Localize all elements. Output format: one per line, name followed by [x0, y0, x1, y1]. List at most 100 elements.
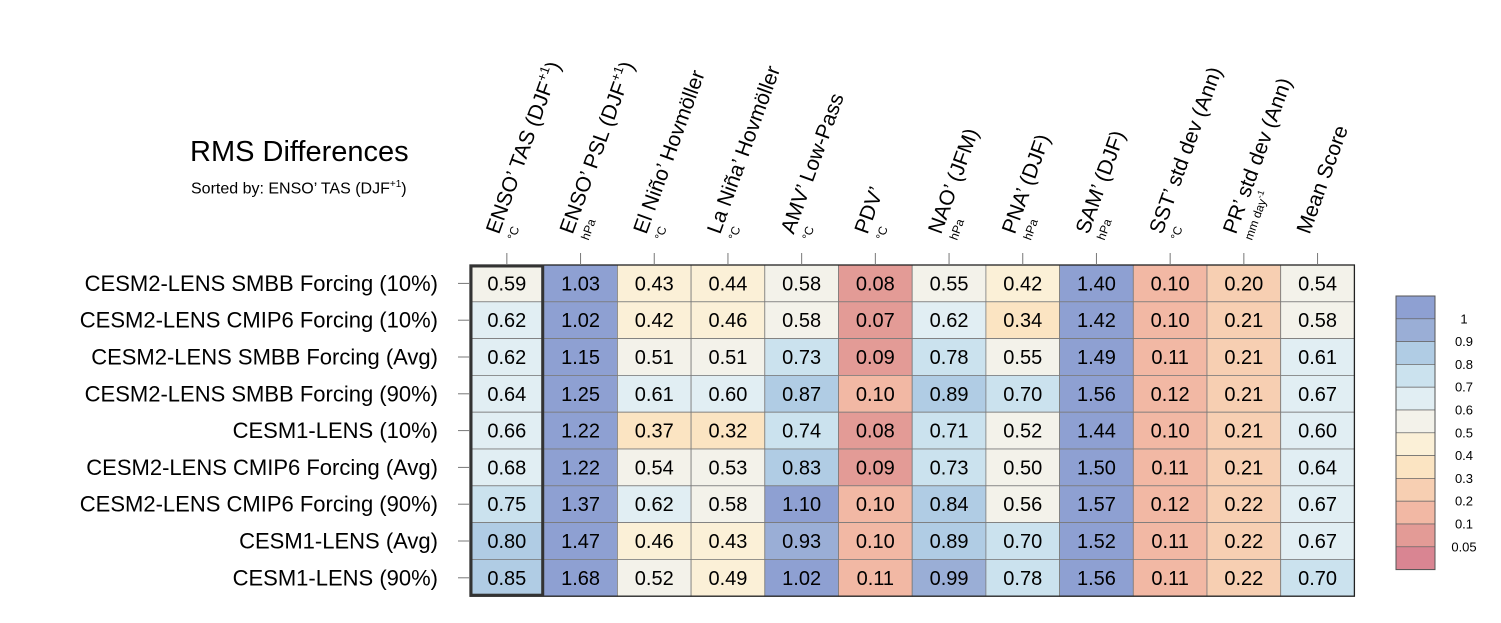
cell-value: 0.70 [1298, 568, 1337, 590]
cell-value: 0.10 [856, 494, 895, 516]
heatmap-cell [469, 485, 545, 523]
cell-value: 1.47 [561, 531, 600, 553]
heatmap-cell [911, 485, 987, 523]
colorbar-swatch [1395, 432, 1436, 456]
cell-value: 0.55 [930, 273, 969, 295]
cell-value: 0.54 [1298, 273, 1337, 295]
heatmap-cell [1132, 522, 1208, 560]
cell-value: 0.21 [1224, 310, 1263, 332]
cell-value: 1.02 [782, 568, 821, 590]
cell-value: 0.49 [708, 568, 747, 590]
heatmap-cell [1059, 264, 1134, 303]
colorbar-swatch [1395, 478, 1436, 502]
column-unit: °C [726, 224, 744, 242]
heatmap-cell [617, 559, 692, 597]
cell-value: 0.11 [1151, 347, 1188, 369]
colorbar-label: 0.4 [1455, 448, 1473, 463]
cell-value: 0.32 [708, 421, 747, 443]
cell-value: 1.10 [782, 494, 821, 516]
heatmap-cell [1206, 559, 1282, 597]
cell-value: 0.08 [856, 273, 895, 295]
column-header: AMV’ Low-Pass°C [777, 90, 849, 242]
heatmap-cell [690, 485, 766, 523]
cell-value: 1.50 [1077, 457, 1116, 479]
cell-value: 1.15 [561, 347, 600, 369]
column-unit: °C [1168, 224, 1186, 242]
heatmap-cell [543, 522, 618, 560]
cell-value: 0.62 [487, 310, 526, 332]
cell-value: 0.60 [708, 384, 747, 406]
row-label: CESM2-LENS CMIP6 Forcing (10%) [80, 308, 438, 333]
column-unit: hPa [1020, 217, 1041, 242]
column-unit: °C [799, 224, 817, 242]
colorbar-swatch [1395, 318, 1436, 342]
cell-value: 0.85 [487, 568, 526, 590]
heatmap-cell [1280, 301, 1355, 339]
cell-value: 0.21 [1224, 347, 1263, 369]
cell-value: 0.80 [487, 531, 526, 553]
colorbar-swatch [1395, 455, 1436, 479]
colorbar-swatch [1395, 546, 1436, 570]
cell-value: 0.22 [1224, 494, 1263, 516]
cell-value: 0.44 [708, 273, 747, 295]
heatmap-cell [1206, 301, 1282, 339]
row-label: CESM1-LENS (90%) [233, 565, 438, 590]
cell-value: 0.74 [782, 421, 821, 443]
heatmap-cell [985, 338, 1061, 376]
column-label: Mean Score [1293, 122, 1353, 236]
cell-value: 0.09 [856, 457, 895, 479]
cell-value: 0.66 [487, 421, 526, 443]
heatmap-cell [543, 411, 618, 450]
heatmap-cell [469, 301, 545, 339]
cell-value: 0.89 [930, 531, 969, 553]
cell-value: 0.78 [1003, 568, 1042, 590]
colorbar-label: 0.2 [1455, 494, 1473, 509]
cell-value: 0.11 [857, 568, 894, 590]
heatmap-cell [543, 485, 618, 523]
cell-value: 1.02 [561, 310, 600, 332]
heatmap-cell [764, 264, 839, 303]
heatmap-cell [838, 301, 913, 339]
heatmap-cell [1132, 411, 1208, 450]
cell-value: 0.12 [1151, 494, 1190, 516]
heatmap-cell [1206, 485, 1282, 523]
cell-value: 1.56 [1077, 568, 1116, 590]
column-unit: hPa [578, 217, 599, 242]
heatmap-cell [1059, 338, 1134, 376]
colorbar-label: 0.05 [1451, 539, 1476, 554]
cell-value: 1.49 [1077, 347, 1116, 369]
cell-value: 0.78 [930, 347, 969, 369]
column-header: PDV’°C [850, 184, 890, 242]
cell-value: 0.12 [1151, 384, 1190, 406]
heatmap-cell [1132, 264, 1208, 303]
heatmap-cell [690, 522, 766, 560]
row-label: CESM2-LENS SMBB Forcing (10%) [85, 271, 438, 296]
cell-value: 1.42 [1077, 310, 1116, 332]
heatmap-cell [911, 411, 987, 450]
cell-value: 0.10 [1151, 273, 1190, 295]
column-label: ENSO’ TAS (DJF+1) [479, 57, 565, 236]
cell-value: 1.56 [1077, 384, 1116, 406]
heatmap-cell [690, 559, 766, 597]
cell-value: 0.61 [1298, 347, 1337, 369]
heatmap-cell [985, 522, 1061, 560]
heatmap-cell [1206, 411, 1282, 450]
heatmap-cell [1132, 338, 1208, 376]
cell-value: 0.43 [635, 273, 674, 295]
heatmap-cell [1059, 559, 1134, 597]
cell-value: 0.70 [1003, 531, 1042, 553]
cell-value: 1.25 [561, 384, 600, 406]
column-label: ENSO’ PSL (DJF+1) [553, 57, 639, 236]
cell-value: 0.51 [708, 347, 747, 369]
column-label: El Niño’ Hovmöller [629, 67, 709, 236]
row-label: CESM2-LENS SMBB Forcing (90%) [85, 381, 438, 406]
colorbar-label: 0.6 [1455, 403, 1473, 418]
cell-value: 0.10 [856, 384, 895, 406]
cell-value: 0.09 [856, 347, 895, 369]
cell-value: 0.11 [1151, 531, 1188, 553]
cell-value: 0.93 [782, 531, 821, 553]
column-labels: ENSO’ TAS (DJF+1)°C ENSO’ PSL (DJF+1)hPa E… [479, 57, 1353, 265]
cell-value: 1.44 [1077, 421, 1116, 443]
colorbar-swatch [1395, 409, 1436, 434]
cell-value: 0.21 [1224, 457, 1263, 479]
